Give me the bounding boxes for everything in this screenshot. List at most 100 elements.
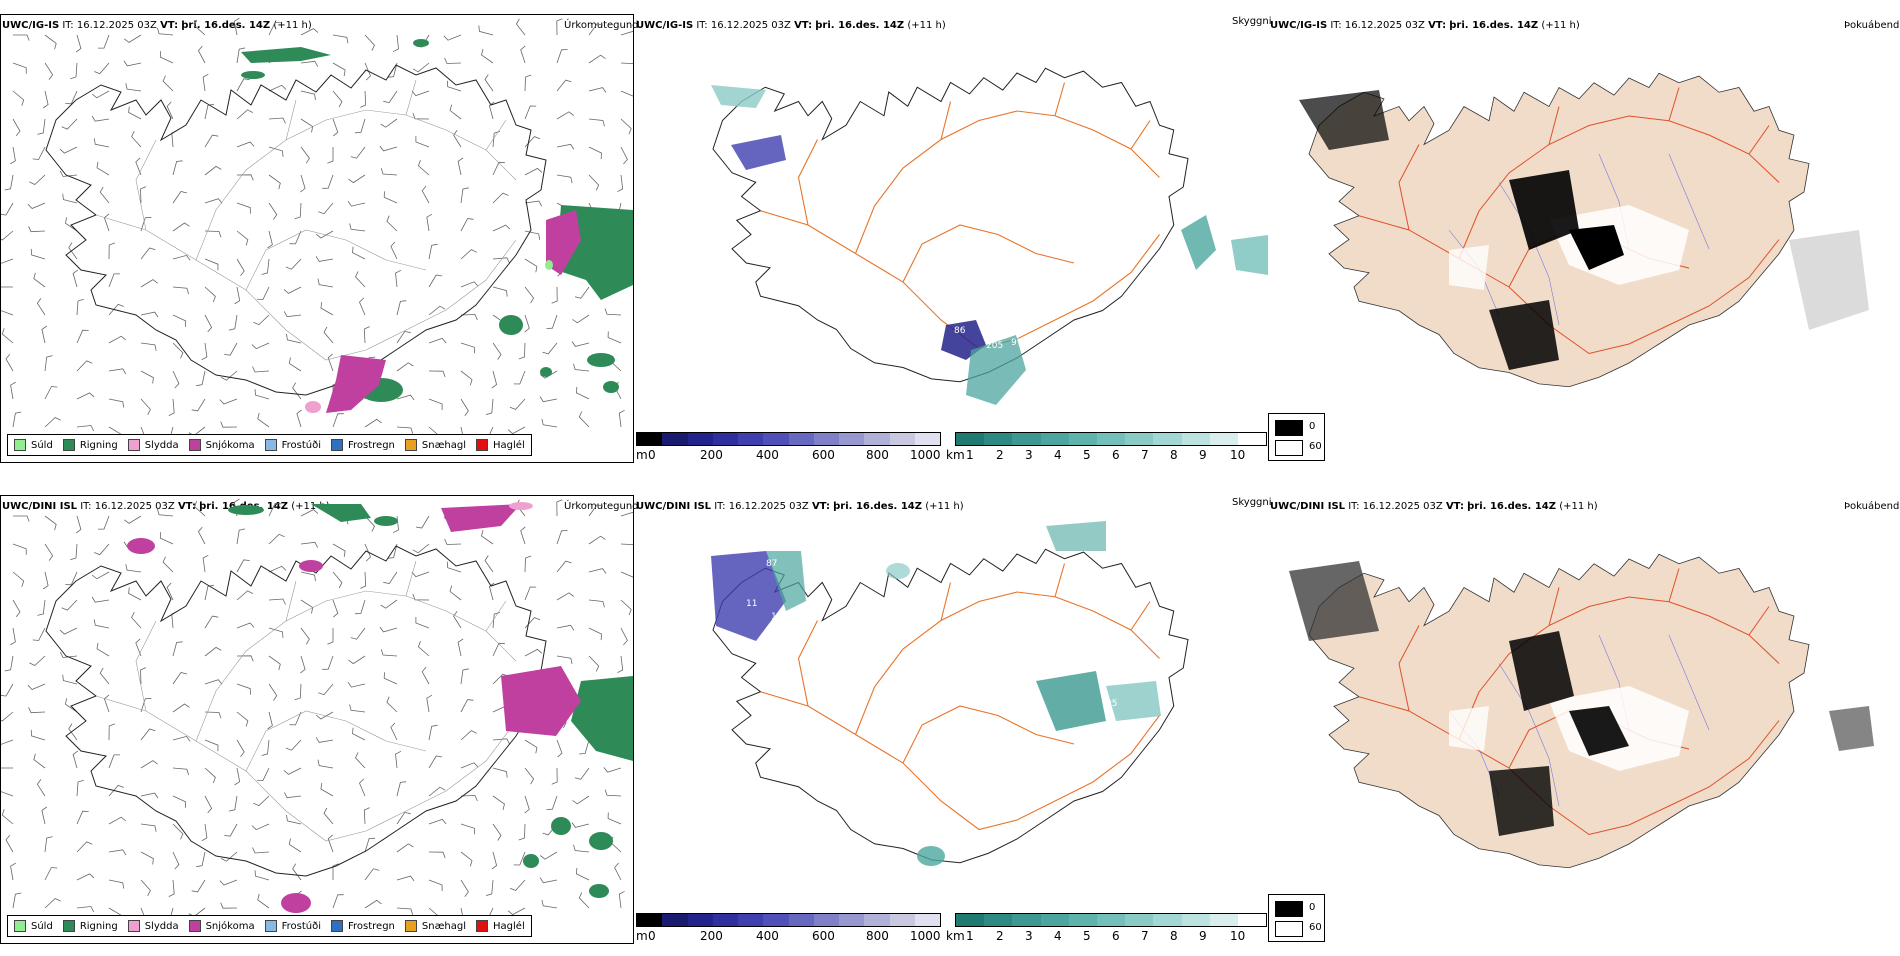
row-header-mid: UWC/DINI ISL IT: 16.12.2025 03Z VT: þri.…: [636, 501, 964, 512]
ceiling-tick: 800: [866, 929, 889, 943]
fog-areas: [1299, 90, 1869, 370]
wind-barb: [318, 202, 334, 215]
wind-barb: [347, 681, 366, 688]
wind-barb: [44, 34, 57, 50]
wind-barb: [380, 118, 398, 128]
wind-barb: [236, 141, 255, 148]
visibility-map-svg: 87 11 106 95: [711, 521, 1268, 866]
wind-barb: [12, 571, 25, 587]
wind-barb: [76, 779, 84, 797]
wind-barb: [620, 62, 633, 65]
wind-barb: [364, 837, 376, 853]
wind-barb: [268, 174, 281, 190]
wind-barb: [539, 396, 558, 403]
wind-barb: [574, 767, 590, 780]
wind-barb: [172, 370, 180, 389]
wind-barb: [140, 851, 154, 865]
wind-barb: [108, 879, 125, 889]
wind-barb: [59, 146, 78, 154]
iceland-coastline: [713, 549, 1188, 863]
wind-barb: [172, 160, 183, 176]
wind-barb: [360, 571, 367, 589]
fog-legend: 0 60: [1268, 413, 1325, 461]
wind-barb: [93, 138, 110, 148]
visibility-point-labels: 11 86 205 675 97: [954, 253, 1233, 351]
ceiling-tick: 1000: [910, 448, 941, 462]
snow-areas: [305, 210, 581, 413]
wind-barb: [268, 84, 287, 92]
wind-barb: [383, 672, 398, 685]
wind-barb: [524, 136, 541, 148]
wind-barb: [350, 146, 366, 159]
wind-barb: [387, 543, 398, 559]
wind-barb: [135, 638, 142, 657]
wind-barb: [411, 571, 430, 578]
wind-barb: [204, 646, 222, 657]
wind-barb: [492, 192, 509, 204]
iceland-coastline: [46, 65, 546, 395]
wind-barb: [76, 873, 95, 881]
wind-barb: [323, 807, 334, 825]
wind-barb: [620, 90, 633, 97]
wind-barb: [42, 90, 49, 109]
ceiling-tick: 0: [648, 929, 656, 943]
wind-barb: [72, 269, 79, 288]
low-visibility-areas: [711, 85, 1268, 405]
wind-barb: [617, 655, 624, 674]
wind-barb: [236, 528, 246, 545]
wind-barb: [201, 823, 208, 842]
wind-barb: [204, 314, 213, 333]
wind-barb: [41, 806, 48, 825]
visibility-tick: 7: [1141, 929, 1149, 943]
wind-barb: [604, 789, 622, 797]
wind-barb: [574, 286, 590, 299]
wind-barb: [386, 215, 398, 232]
wind-barb: [556, 174, 573, 184]
wind-barb: [396, 426, 414, 434]
wind-barb: [30, 729, 46, 741]
wind-barb: [575, 867, 590, 881]
ceiling-unit: m: [636, 929, 648, 943]
wind-barb: [172, 703, 190, 713]
visibility-panel-title: Skyggni: [1232, 497, 1272, 508]
wind-barb: [411, 90, 430, 97]
wind-barb: [453, 611, 462, 629]
wind-barb: [556, 624, 575, 631]
wind-barb: [12, 411, 22, 428]
wind-barb: [515, 18, 526, 36]
wind-barb: [108, 242, 116, 260]
wind-barb: [108, 303, 124, 316]
wind-barb: [444, 538, 462, 545]
wind-barbs: [1, 498, 633, 926]
wind-barb: [108, 754, 120, 769]
wind-barb: [300, 174, 306, 193]
wind-barb: [551, 286, 558, 304]
wind-barb: [123, 60, 142, 67]
ceiling-tick: 200: [700, 448, 723, 462]
wind-barb: [415, 136, 430, 148]
wind-barb: [91, 571, 110, 580]
wind-barb: [446, 561, 462, 573]
wind-barb: [234, 767, 241, 786]
wind-barb: [286, 333, 302, 344]
wind-barb: [64, 698, 78, 713]
wind-barb: [556, 592, 574, 601]
wind-barb: [159, 51, 174, 64]
wind-barb: [524, 105, 537, 120]
wind-barb: [44, 386, 58, 400]
wind-barb: [268, 117, 286, 124]
wind-barb: [220, 851, 238, 862]
wind-barb: [254, 389, 270, 400]
wind-barb: [363, 807, 370, 825]
wind-barb: [323, 326, 334, 344]
wind-barb: [578, 892, 590, 909]
wind-barb: [556, 111, 574, 120]
wind-barb: [364, 868, 380, 881]
forecast-row-1: UWC/IG-IS IT: 16.12.2025 03Z VT: þri. 16…: [0, 0, 1900, 475]
wind-barb: [202, 554, 209, 573]
wind-barb: [478, 25, 494, 36]
wind-barb: [315, 711, 334, 720]
fog-indicator-map: [1269, 511, 1900, 921]
wind-barb: [12, 62, 27, 74]
wind-barb: [140, 697, 152, 713]
